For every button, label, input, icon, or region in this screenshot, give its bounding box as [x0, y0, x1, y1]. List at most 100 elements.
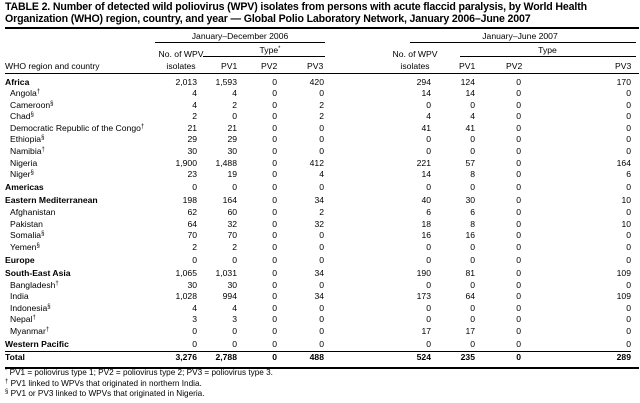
pv1-2006-cell: 60 — [227, 207, 237, 218]
pv2-2007-cell: 0 — [516, 302, 521, 313]
pv3-2006-cell: 34 — [314, 268, 324, 278]
pv1-2006-cell: 0 — [232, 339, 237, 350]
pv1-2006-cell: 70 — [227, 230, 237, 241]
isolates-2007-line2: isolates — [400, 61, 430, 71]
row-name: Eastern Mediterranean — [5, 195, 98, 206]
isolates-2006-cell: 29 — [187, 134, 197, 145]
pv1-2007-cell: 0 — [470, 279, 475, 290]
row-label: Nigeria — [5, 158, 150, 170]
footnote-mark: § — [41, 231, 45, 238]
pv1-2007-cell: 4 — [470, 111, 475, 122]
isolates-2007-cell: 40 — [421, 195, 431, 206]
pv2-2006-cell: 0 — [237, 350, 277, 364]
pv2-2006-cell: 0 — [272, 169, 277, 180]
isolates-2007-cell: 0 — [426, 146, 431, 157]
isolates-2007-cell: 221 — [416, 157, 431, 168]
total-row: Total 3,276 2,788 0 488 524 235 0 289 — [5, 350, 631, 364]
pv1-2006: PV1 — [221, 61, 238, 71]
pv1-2006-cell: 2,788 — [197, 350, 237, 364]
pv2-2007-cell: 0 — [516, 157, 521, 168]
pv3-2006-cell: 0 — [319, 302, 324, 313]
country-row: Ethiopia§ 29 29 0 0 0 0 0 0 — [5, 134, 631, 146]
country-row: Democratic Republic of the Congo† 21 21 0 0 4… — [5, 123, 631, 135]
row-label: Democratic Republic of the Congo† — [5, 123, 150, 135]
pv1-2006-cell: 994 — [222, 291, 237, 302]
isolates-2006-cell: 4 — [192, 302, 197, 313]
pv2-2006-cell: 0 — [272, 302, 277, 313]
footnote-mark: † — [55, 280, 59, 287]
pv1-2006-cell: 3 — [232, 314, 237, 325]
isolates-2007-cell: 14 — [421, 88, 431, 99]
pv1-2006-cell: 2 — [232, 241, 237, 252]
pv2-2006-cell: 0 — [272, 111, 277, 122]
type-2006: Type* — [215, 45, 325, 55]
pv1-2006-cell: 4 — [232, 302, 237, 313]
pv2-2006: PV2 — [261, 61, 278, 71]
pv2-2007-cell: 0 — [516, 146, 521, 157]
pv3-2006-cell: 412 — [309, 157, 324, 168]
isolates-2007-cell: 14 — [421, 169, 431, 180]
country-row: Chad§ 2 0 0 2 4 4 0 0 — [5, 111, 631, 123]
isolates-2006-line1: No. of WPV — [158, 49, 204, 59]
footnote-mark: † — [140, 123, 145, 130]
pv2-2006-cell: 0 — [272, 339, 277, 350]
pv2-2007: PV2 — [506, 61, 523, 71]
footnote-mark: § — [30, 170, 34, 177]
pv1-2007-cell: 14 — [465, 88, 475, 99]
pv3-2007-cell: 0 — [626, 88, 631, 99]
footnote: * PV1 = poliovirus type 1; PV2 = poliovi… — [5, 368, 273, 378]
row-label: Afghanistan — [5, 207, 150, 219]
row-label: Eastern Mediterranean — [5, 194, 150, 207]
isolates-2006-cell: 4 — [192, 99, 197, 110]
period-2006: January–December 2006 — [191, 31, 289, 41]
footnote-mark: § — [50, 100, 54, 107]
pv3-2006-cell: 2 — [319, 99, 324, 110]
pv2-2006-cell: 0 — [272, 122, 277, 133]
row-label: Nepal† — [5, 314, 150, 326]
pv3-2006: PV3 — [307, 61, 324, 71]
isolates-2006-cell: 30 — [187, 279, 197, 290]
isolates-2007-cell: 16 — [421, 230, 431, 241]
region-row: Americas 0 0 0 0 0 0 0 0 — [5, 181, 631, 194]
pv2-2006-cell: 0 — [272, 279, 277, 290]
isolates-2006-cell: 64 — [187, 218, 197, 229]
row-name: Bangladesh — [10, 279, 56, 290]
pv1-2007-cell: 16 — [465, 230, 475, 241]
footnote-mark: § — [36, 242, 40, 249]
row-label: Myanmar† — [5, 326, 150, 338]
pv2-2007-cell: 0 — [475, 350, 521, 364]
pv3-2006-cell: 0 — [319, 122, 324, 133]
pv3-2007-cell: 0 — [626, 146, 631, 157]
pv2-2006-cell: 0 — [272, 76, 277, 87]
footnote-mark: § — [30, 112, 34, 119]
isolates-2006-cell: 2,013 — [175, 76, 197, 87]
pv1-2006-cell: 0 — [232, 325, 237, 336]
country-row: Cameroon§ 4 2 0 2 0 0 0 0 — [5, 100, 631, 112]
country-row: Somalia§ 70 70 0 0 16 16 0 0 — [5, 230, 631, 242]
isolates-2007-cell: 6 — [426, 207, 431, 218]
pv3-2006-cell: 0 — [319, 146, 324, 157]
row-label: Ethiopia§ — [5, 134, 150, 146]
footnote-mark: † — [36, 89, 41, 96]
isolates-2006-cell: 4 — [192, 88, 197, 99]
pv2-2006-cell: 0 — [272, 99, 277, 110]
isolates-2007-cell: 294 — [416, 76, 431, 87]
isolates-2006-cell: 0 — [192, 182, 197, 193]
row-name: Americas — [5, 182, 44, 193]
pv2-2007-cell: 0 — [516, 207, 521, 218]
header-rule — [5, 73, 639, 74]
pv2-2007-cell: 0 — [516, 230, 521, 241]
footnote-text: PV1 linked to WPVs that originated in no… — [10, 378, 202, 388]
isolates-2006-cell: 1,028 — [175, 291, 197, 302]
pv1-2006-cell: 1,031 — [215, 268, 237, 278]
bottom-rule — [5, 367, 639, 369]
pv2-2006-cell: 0 — [272, 325, 277, 336]
pv3-2007-cell: 0 — [626, 302, 631, 313]
row-name: Ethiopia — [10, 134, 42, 145]
pv3-2007-cell: 0 — [626, 99, 631, 110]
pv3-2006-cell: 0 — [319, 134, 324, 145]
pv2-2007-cell: 0 — [516, 134, 521, 145]
isolates-2007-cell: 0 — [426, 99, 431, 110]
pv3-2006-cell: 2 — [319, 207, 324, 218]
pv3-2006-cell: 2 — [319, 111, 324, 122]
